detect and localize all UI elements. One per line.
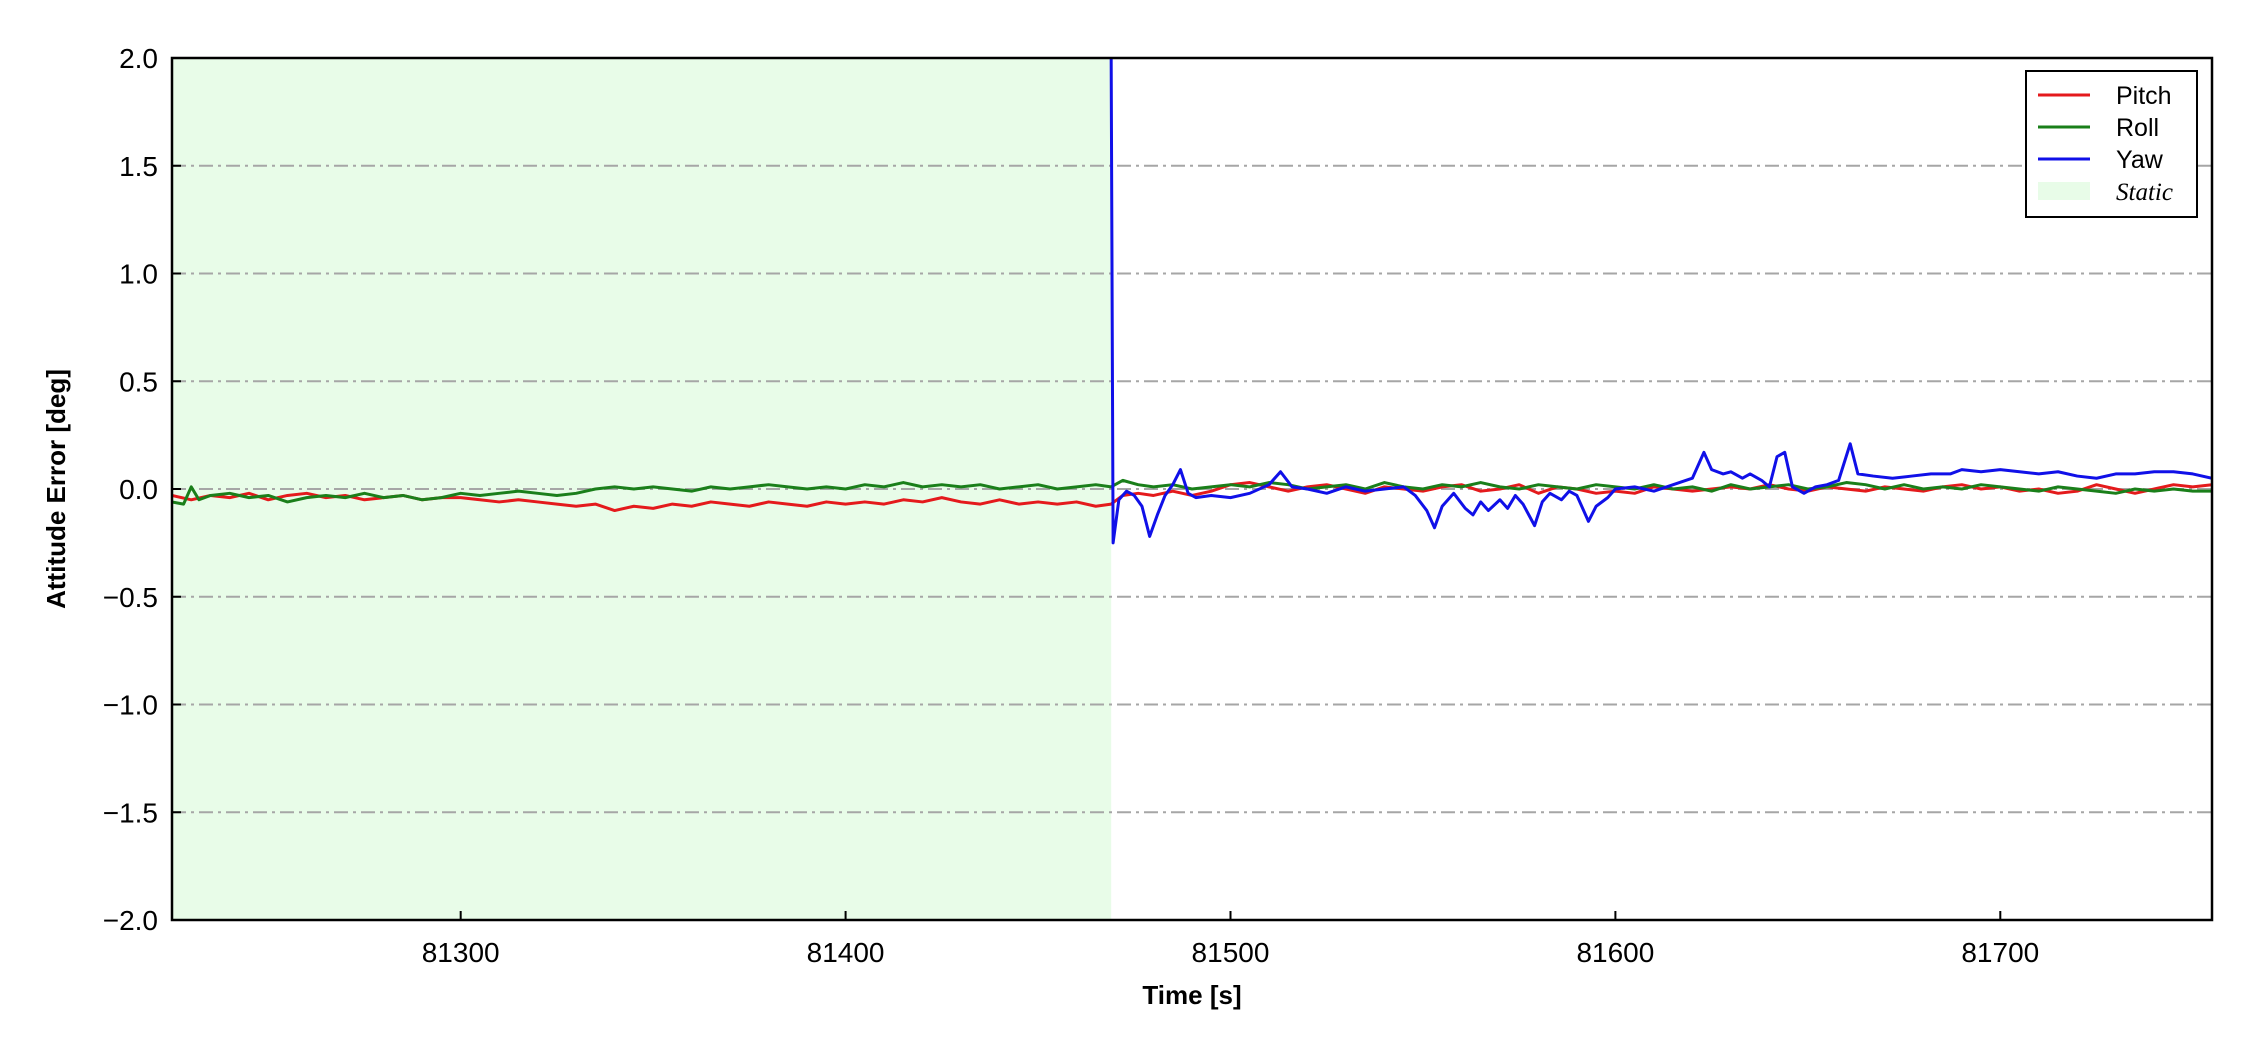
legend-label-yaw: Yaw [2116, 146, 2164, 174]
y-tick-label: 1.5 [119, 151, 158, 182]
legend-label-pitch: Pitch [2116, 82, 2172, 110]
series-line-pitch [172, 481, 2212, 513]
legend: Pitch Roll Yaw Static [2025, 70, 2198, 218]
legend-label-roll: Roll [2116, 114, 2159, 142]
y-axis-label: Attitude Error [deg] [41, 369, 71, 609]
series-line-yaw [1109, 58, 2212, 545]
x-tick-label: 81300 [422, 937, 500, 968]
x-tick-label: 81600 [1576, 937, 1654, 968]
y-tick-label: −1.5 [103, 797, 158, 828]
y-tick-label: 0.0 [119, 474, 158, 505]
y-tick-label: −1.0 [103, 690, 158, 721]
y-tick-label: −0.5 [103, 582, 158, 613]
series-line-roll [172, 478, 2212, 506]
y-axis-ticks: 2.0 1.5 1.0 0.5 0.0 −0.5 −1.0 −1.5 −2.0 [103, 43, 181, 936]
x-tick-label: 81400 [807, 937, 885, 968]
y-tick-label: 2.0 [119, 43, 158, 74]
x-tick-label: 81500 [1192, 937, 1270, 968]
y-tick-label: 0.5 [119, 366, 158, 397]
legend-swatch-static [2038, 182, 2090, 200]
x-axis-label: Time [s] [1142, 980, 1241, 1010]
series-lines [172, 58, 2212, 545]
x-tick-label: 81700 [1961, 937, 2039, 968]
legend-label-static: Static [2116, 179, 2173, 206]
y-tick-label: 1.0 [119, 259, 158, 290]
x-axis-ticks: 81300 81400 81500 81600 81700 [422, 911, 2039, 968]
y-tick-label: −2.0 [103, 905, 158, 936]
